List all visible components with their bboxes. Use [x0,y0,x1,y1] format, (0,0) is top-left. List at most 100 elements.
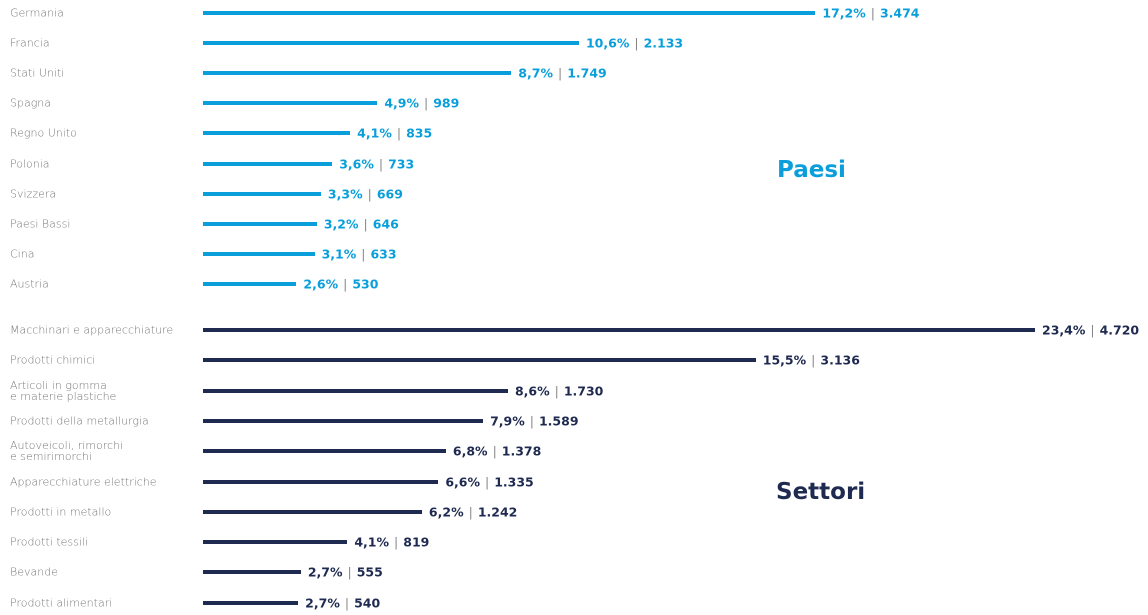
category-label: Articoli in gomma e materie plastiche [10,378,117,403]
separator: | [394,534,399,550]
share-label: 4,1% [354,534,390,550]
bar [203,101,378,106]
share-label: 7,9% [490,413,525,429]
count-label: 1.335 [494,474,534,489]
share-label: 2,7% [307,564,343,580]
count-label: 1.378 [501,443,542,459]
chart-title: Settori [776,479,866,505]
separator: | [529,413,534,429]
share-label: 3,2% [323,216,359,232]
bar [203,131,351,136]
value-label: 8,6% | 1.730 [515,383,603,398]
bar [203,41,579,46]
value-label: 6,6% | 1.335 [445,474,533,489]
share-label: 6,2% [428,504,464,520]
count-label: 3.136 [820,352,860,368]
category-label: Autoveicoli, rimorchi e semirimorchi [10,439,124,464]
count-label: 1.749 [567,65,607,81]
count-label: 669 [376,186,403,202]
count-label: 4.720 [1099,322,1140,338]
separator: | [811,352,816,368]
share-label: 17,2% [822,5,866,21]
separator: | [1090,322,1095,338]
count-label: 540 [354,595,381,611]
category-label: Stati Uniti [10,66,65,80]
count-label: 1.242 [477,504,518,520]
bar [203,358,756,363]
count-label: 1.730 [563,383,604,399]
chart-title: Paesi [777,157,846,183]
separator: | [554,383,559,399]
separator: | [468,504,473,520]
bar [203,449,446,454]
separator: | [634,35,639,51]
category-label: Prodotti chimici [10,353,96,367]
category-label: Polonia [10,157,50,170]
separator: | [344,595,350,611]
separator: | [557,65,563,81]
bar [203,479,439,484]
category-label: Apparecchiature elettriche [10,475,157,488]
bar [203,191,321,196]
category-label: Francia [10,36,50,50]
separator: | [347,564,352,580]
bar [203,251,315,256]
count-label: 646 [372,216,399,232]
count-label: 819 [403,534,430,550]
category-label: Germania [10,6,64,20]
value-label: 10,6% | 2.133 [586,36,683,51]
count-label: 733 [388,156,415,171]
share-label: 15,5% [762,352,807,368]
category-label: Prodotti in metallo [10,505,112,519]
category-label: Paesi Bassi [10,217,71,231]
category-label: Svizzera [10,187,57,201]
share-label: 4,9% [384,95,419,111]
value-label: 3,1% | 633 [322,246,397,261]
bar [203,161,333,166]
bar [203,221,317,226]
bar [203,281,297,286]
bar [203,11,816,15]
category-label: Austria [10,277,49,291]
bar [203,71,512,76]
share-label: 2,7% [305,595,340,611]
count-label: 989 [433,95,460,111]
value-label: 3,3% | 669 [328,186,403,201]
bar [203,540,348,545]
separator: | [363,216,368,232]
separator: | [396,125,402,141]
separator: | [492,443,497,459]
separator: | [367,186,372,202]
value-label: 23,4% | 4.720 [1042,323,1139,338]
separator: | [870,5,875,21]
share-label: 3,1% [321,246,357,262]
category-label: Prodotti della metallurgia [10,414,149,428]
category-label: Spagna [10,96,52,110]
bar [203,509,422,514]
share-label: 2,6% [303,276,339,292]
bar [203,600,299,605]
value-label: 4,9% | 989 [384,96,459,111]
category-label: Regno Unito [10,126,77,140]
value-label: 6,8% | 1.378 [453,444,541,459]
share-label: 6,8% [452,443,488,459]
count-label: 633 [370,246,397,262]
separator: | [361,246,366,262]
category-label: Cina [10,247,35,261]
value-label: 15,5% | 3.136 [763,353,860,368]
share-label: 6,6% [445,474,480,489]
separator: | [424,95,429,111]
category-label: Prodotti alimentari [10,596,113,610]
value-label: 2,7% | 540 [305,595,380,610]
count-label: 1.589 [538,413,579,429]
value-label: 3,2% | 646 [324,216,399,231]
share-label: 3,6% [339,156,374,171]
category-label: Macchinari e apparecchiature [10,323,174,337]
value-label: 2,7% | 555 [308,565,383,580]
bar [203,418,484,423]
count-label: 3.474 [879,5,920,21]
value-label: 4,1% | 835 [357,126,432,141]
bar [203,328,1035,332]
bar [203,570,301,575]
